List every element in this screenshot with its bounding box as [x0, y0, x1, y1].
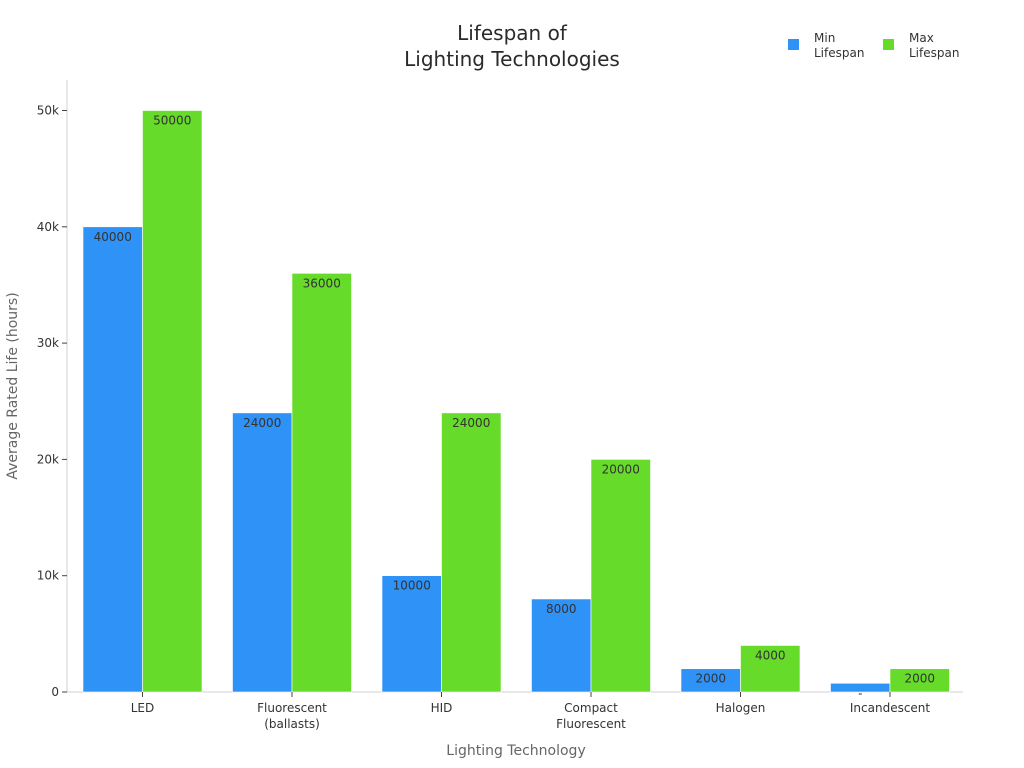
bar-max — [740, 645, 801, 693]
bar-min — [381, 575, 442, 693]
data-label: - — [858, 686, 862, 700]
data-label: 50000 — [153, 114, 191, 128]
data-label: 10000 — [393, 579, 431, 593]
axes — [66, 80, 963, 693]
data-label: 36000 — [303, 276, 341, 290]
bar-min — [531, 598, 592, 693]
y-tick-label: 20k — [37, 452, 59, 466]
bar-max — [590, 459, 651, 693]
data-label: 24000 — [452, 416, 490, 430]
legend: Min Lifespan Max Lifespan — [788, 31, 959, 60]
bar-max — [142, 110, 203, 693]
y-axis-title: Average Rated Life (hours) — [5, 292, 21, 479]
y-ticks: 0 10k 20k 30k 40k 50k — [37, 104, 67, 699]
bar-max — [291, 273, 352, 693]
legend-label-min-line-2: Lifespan — [814, 46, 864, 60]
bar-min — [82, 226, 143, 693]
data-label: 24000 — [243, 416, 281, 430]
data-label: 20000 — [602, 462, 640, 476]
bar-max — [441, 412, 502, 693]
y-tick-label: 30k — [37, 336, 59, 350]
x-tick-label: Fluorescent — [556, 717, 626, 731]
x-tick-label: (ballasts) — [264, 717, 320, 731]
y-tick-label: 10k — [37, 569, 59, 583]
x-axis-title: Lighting Technology — [446, 743, 585, 759]
data-label: 2000 — [695, 672, 726, 686]
x-tick-label: Incandescent — [850, 701, 931, 715]
bar-min — [232, 412, 293, 693]
x-tick-label: Fluorescent — [257, 701, 327, 715]
legend-swatch-max — [883, 39, 894, 50]
chart-title-line-2: Lighting Technologies — [404, 47, 620, 71]
x-tick-label: Compact — [564, 701, 618, 715]
data-label: 4000 — [755, 648, 786, 662]
data-label: 2000 — [904, 672, 935, 686]
y-tick-label: 50k — [37, 104, 59, 118]
y-tick-label: 0 — [51, 685, 59, 699]
legend-label-max-line-2: Lifespan — [909, 46, 959, 60]
x-tick-label: Halogen — [716, 701, 766, 715]
chart-title-line-1: Lifespan of — [457, 21, 568, 45]
x-tick-label: HID — [431, 701, 453, 715]
bars: 40000 50000 24000 36000 10000 24000 8000 20000 2… — [82, 110, 950, 700]
y-tick-label: 40k — [37, 220, 59, 234]
legend-label-min-line-1: Min — [814, 31, 835, 45]
legend-swatch-min — [788, 39, 799, 50]
x-tick-label: LED — [131, 701, 155, 715]
x-ticks: LED Fluorescent (ballasts) HID Compact Fluore… — [131, 692, 931, 731]
data-label: 40000 — [94, 230, 132, 244]
data-label: 8000 — [546, 602, 577, 616]
legend-label-max-line-1: Max — [909, 31, 934, 45]
bar-max — [889, 668, 950, 693]
